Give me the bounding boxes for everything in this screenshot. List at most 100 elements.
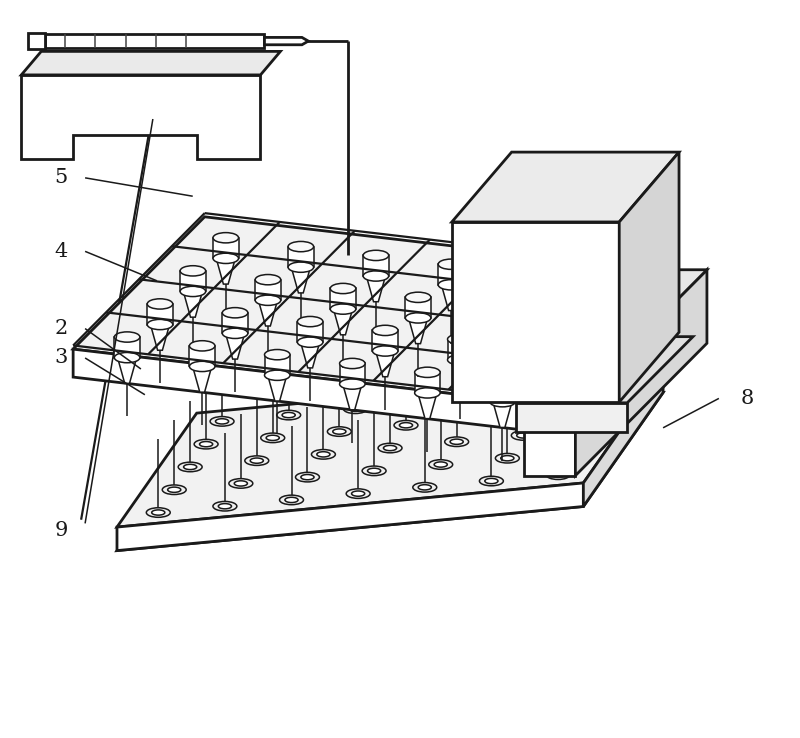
Ellipse shape — [229, 479, 253, 489]
Ellipse shape — [479, 476, 503, 486]
Ellipse shape — [199, 441, 213, 446]
Text: 3: 3 — [54, 348, 68, 368]
Ellipse shape — [330, 283, 356, 294]
Polygon shape — [150, 325, 170, 351]
Polygon shape — [28, 33, 46, 49]
Ellipse shape — [282, 413, 295, 418]
Polygon shape — [575, 270, 707, 475]
Polygon shape — [114, 337, 140, 358]
Ellipse shape — [429, 460, 453, 469]
Polygon shape — [265, 355, 290, 375]
Ellipse shape — [333, 429, 346, 434]
Polygon shape — [298, 322, 323, 342]
Ellipse shape — [288, 262, 314, 272]
Ellipse shape — [588, 277, 614, 287]
Ellipse shape — [615, 381, 628, 386]
Ellipse shape — [522, 343, 548, 354]
Polygon shape — [22, 75, 261, 159]
Polygon shape — [583, 369, 663, 506]
Polygon shape — [268, 375, 287, 401]
Ellipse shape — [330, 304, 356, 314]
Ellipse shape — [482, 393, 495, 399]
Ellipse shape — [343, 404, 367, 413]
Ellipse shape — [373, 346, 398, 356]
Ellipse shape — [599, 404, 613, 409]
Ellipse shape — [363, 271, 389, 281]
Ellipse shape — [434, 462, 447, 467]
Ellipse shape — [399, 423, 413, 428]
Ellipse shape — [383, 446, 397, 451]
Polygon shape — [190, 346, 215, 367]
Polygon shape — [591, 303, 610, 328]
Ellipse shape — [234, 480, 247, 486]
Polygon shape — [558, 336, 578, 362]
Polygon shape — [517, 294, 536, 320]
Polygon shape — [180, 271, 206, 292]
Ellipse shape — [562, 447, 586, 457]
Ellipse shape — [477, 391, 501, 401]
Ellipse shape — [610, 379, 634, 388]
Ellipse shape — [190, 341, 215, 351]
Ellipse shape — [178, 462, 202, 472]
Text: 2: 2 — [54, 319, 68, 338]
Polygon shape — [452, 152, 679, 222]
Polygon shape — [288, 246, 314, 267]
Ellipse shape — [410, 398, 434, 407]
Ellipse shape — [301, 475, 314, 480]
Ellipse shape — [349, 406, 362, 411]
Polygon shape — [301, 342, 320, 368]
Polygon shape — [363, 255, 389, 276]
Ellipse shape — [298, 337, 323, 348]
Ellipse shape — [418, 485, 431, 490]
Ellipse shape — [317, 452, 330, 457]
Ellipse shape — [549, 387, 562, 393]
Polygon shape — [481, 306, 506, 327]
Ellipse shape — [339, 359, 365, 369]
Ellipse shape — [266, 435, 279, 441]
Ellipse shape — [406, 292, 431, 303]
Ellipse shape — [438, 280, 464, 290]
Ellipse shape — [147, 299, 173, 309]
Text: 9: 9 — [54, 521, 68, 540]
Polygon shape — [118, 358, 137, 383]
Ellipse shape — [533, 410, 546, 415]
Polygon shape — [515, 403, 627, 432]
Ellipse shape — [162, 485, 186, 494]
Ellipse shape — [218, 503, 231, 509]
Polygon shape — [438, 264, 464, 285]
Ellipse shape — [265, 370, 290, 380]
Polygon shape — [342, 384, 362, 410]
Ellipse shape — [190, 362, 215, 371]
Ellipse shape — [362, 466, 386, 475]
Ellipse shape — [555, 331, 581, 341]
Polygon shape — [291, 267, 310, 293]
Ellipse shape — [255, 275, 281, 285]
Ellipse shape — [213, 501, 237, 511]
Ellipse shape — [168, 487, 181, 492]
Ellipse shape — [367, 468, 381, 474]
Ellipse shape — [485, 478, 498, 483]
Ellipse shape — [277, 410, 301, 420]
Polygon shape — [450, 360, 470, 385]
Polygon shape — [216, 258, 235, 284]
Ellipse shape — [567, 449, 581, 455]
Polygon shape — [409, 318, 428, 344]
Ellipse shape — [373, 325, 398, 336]
Ellipse shape — [517, 432, 530, 438]
Ellipse shape — [461, 414, 485, 424]
Ellipse shape — [594, 401, 618, 411]
Ellipse shape — [215, 418, 229, 424]
Ellipse shape — [445, 437, 469, 446]
Ellipse shape — [466, 416, 479, 421]
Ellipse shape — [363, 250, 389, 261]
Ellipse shape — [481, 322, 506, 332]
Ellipse shape — [311, 449, 335, 459]
Ellipse shape — [279, 495, 303, 505]
Polygon shape — [255, 280, 281, 300]
Ellipse shape — [447, 355, 473, 365]
Ellipse shape — [152, 510, 165, 515]
Polygon shape — [406, 297, 431, 318]
Polygon shape — [373, 331, 398, 351]
Polygon shape — [265, 38, 308, 45]
Polygon shape — [452, 222, 619, 402]
